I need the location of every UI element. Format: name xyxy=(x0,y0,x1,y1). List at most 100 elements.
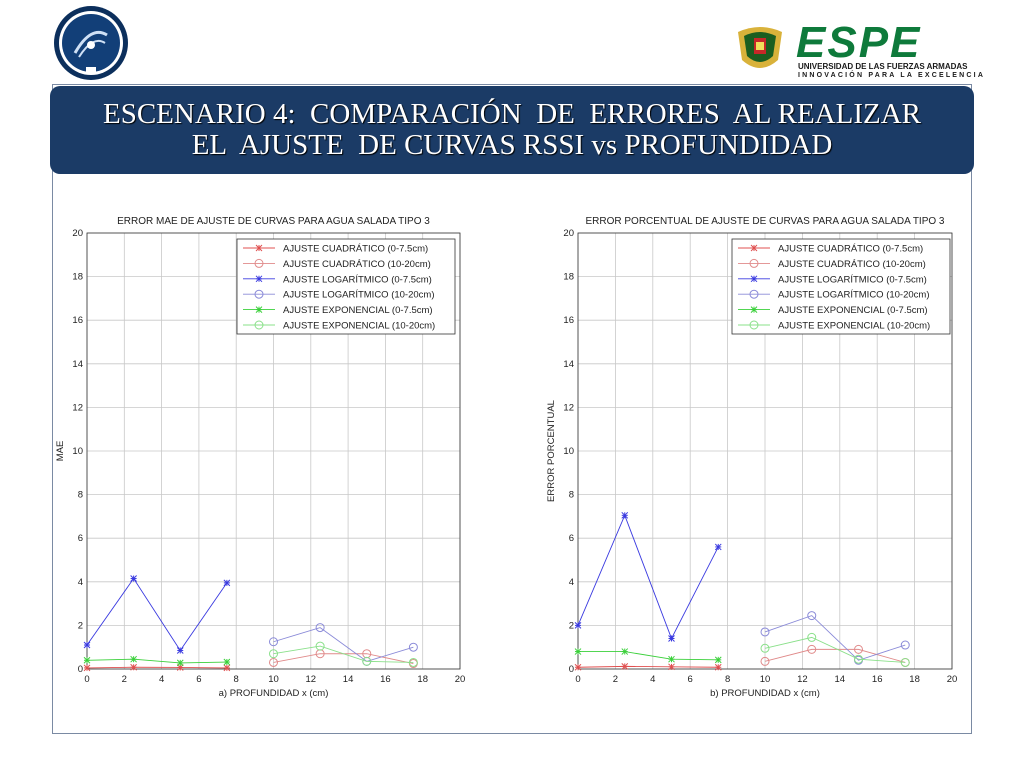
legend-label: AJUSTE CUADRÁTICO (10-20cm) xyxy=(283,259,431,270)
legend-label: AJUSTE EXPONENCIAL (10-20cm) xyxy=(283,321,435,332)
series-line xyxy=(578,651,719,661)
x-tick-label: 8 xyxy=(234,674,239,685)
data-point xyxy=(269,657,278,667)
data-point xyxy=(83,641,91,649)
telecom-seal-icon xyxy=(54,6,128,80)
y-tick-label: 0 xyxy=(78,664,83,675)
series-1 xyxy=(83,663,231,672)
series-5 xyxy=(83,655,231,667)
y-axis-label: ERROR PORCENTUAL xyxy=(546,400,557,502)
series-line xyxy=(273,645,414,663)
data-point xyxy=(315,623,325,633)
legend-label: AJUSTE CUADRÁTICO (0-7.5cm) xyxy=(283,244,428,255)
legend-label: AJUSTE CUADRÁTICO (0-7.5cm) xyxy=(778,244,923,255)
y-tick-label: 6 xyxy=(78,533,83,544)
y-tick-label: 2 xyxy=(569,620,574,631)
content-frame xyxy=(52,84,972,734)
x-tick-label: 8 xyxy=(725,674,730,685)
y-tick-label: 14 xyxy=(563,359,574,370)
data-point xyxy=(223,579,231,587)
page-title-line2: EL AJUSTE DE CURVAS RSSI vs PROFUNDIDAD xyxy=(191,129,833,161)
espe-crest-icon xyxy=(738,27,782,68)
data-point xyxy=(714,656,722,664)
y-tick-label: 8 xyxy=(78,490,83,501)
legend-label: AJUSTE EXPONENCIAL (0-7.5cm) xyxy=(778,305,928,316)
x-tick-label: 16 xyxy=(380,674,391,685)
data-point xyxy=(574,648,582,655)
data-point xyxy=(900,640,910,650)
legend: AJUSTE CUADRÁTICO (0-7.5cm) AJUSTE CUADRÁ… xyxy=(236,238,456,335)
series-line xyxy=(577,514,719,640)
y-tick-label: 12 xyxy=(563,402,574,413)
series-1 xyxy=(574,663,722,671)
series-6 xyxy=(760,632,910,667)
y-tick-label: 6 xyxy=(569,533,574,544)
data-point xyxy=(83,664,91,672)
y-axis-label: MAE xyxy=(55,441,66,462)
data-point xyxy=(130,575,137,582)
series-line xyxy=(86,666,227,669)
data-point xyxy=(854,644,863,654)
data-point xyxy=(621,663,629,670)
data-point xyxy=(668,635,675,642)
legend-label: AJUSTE CUADRÁTICO (10-20cm) xyxy=(778,259,926,270)
data-point xyxy=(408,642,418,652)
data-point xyxy=(668,663,675,671)
data-point xyxy=(900,657,910,667)
x-tick-label: 14 xyxy=(343,674,354,685)
data-point xyxy=(83,656,91,664)
legend-item: AJUSTE EXPONENCIAL (0-7.5cm) xyxy=(738,305,928,316)
title-banner: ESCENARIO 4: COMPARACIÓN DE ERRORES AL R… xyxy=(50,86,974,174)
chart-1: 0 2 4 6 8 10 12 14 16 18 20 0 2 4 6 8 10 12 14 16 18 20 ERROR … xyxy=(55,216,465,699)
legend-marker xyxy=(255,244,263,252)
legend-marker xyxy=(254,320,264,330)
data-point xyxy=(176,659,184,667)
data-point xyxy=(315,641,325,651)
y-tick-label: 20 xyxy=(563,228,574,239)
legend-label: AJUSTE LOGARÍTMICO (10-20cm) xyxy=(778,290,930,301)
data-point xyxy=(807,644,817,654)
legend-item: AJUSTE CUADRÁTICO (10-20cm) xyxy=(243,258,431,270)
data-point xyxy=(130,663,137,671)
y-tick-label: 0 xyxy=(569,664,574,675)
y-tick-label: 20 xyxy=(72,228,83,239)
legend-label: AJUSTE LOGARÍTMICO (0-7.5cm) xyxy=(283,274,432,285)
data-point xyxy=(668,655,675,663)
y-tick-label: 2 xyxy=(78,620,83,631)
chart-2: 0 2 4 6 8 10 12 14 16 18 20 0 2 4 6 8 10 12 14 16 18 20 ERROR … xyxy=(546,216,957,699)
y-tick-label: 14 xyxy=(72,359,83,370)
series-line xyxy=(86,577,228,652)
x-tick-label: 4 xyxy=(159,674,164,685)
x-tick-label: 20 xyxy=(947,674,958,685)
x-tick-label: 2 xyxy=(122,674,127,685)
data-point xyxy=(574,663,582,671)
data-point xyxy=(130,655,137,663)
page-title-line1: ESCENARIO 4: COMPARACIÓN DE ERRORES AL R… xyxy=(103,98,921,130)
legend-label: AJUSTE EXPONENCIAL (0-7.5cm) xyxy=(283,305,433,316)
plot-area-frame xyxy=(86,232,461,670)
data-point xyxy=(362,656,372,666)
legend-marker xyxy=(749,320,759,330)
legend-item: AJUSTE CUADRÁTICO (0-7.5cm) xyxy=(738,244,923,255)
legend-item: AJUSTE LOGARÍTMICO (10-20cm) xyxy=(243,289,435,301)
legend-marker xyxy=(255,306,263,313)
plot-area-frame xyxy=(577,232,953,670)
x-tick-label: 18 xyxy=(909,674,920,685)
legend-item: AJUSTE LOGARÍTMICO (0-7.5cm) xyxy=(738,274,927,285)
legend-item: AJUSTE LOGARÍTMICO (0-7.5cm) xyxy=(243,274,432,285)
y-tick-label: 8 xyxy=(569,490,574,501)
data-point xyxy=(621,648,629,655)
data-point xyxy=(714,543,722,551)
legend-marker xyxy=(749,289,759,299)
data-point xyxy=(807,632,817,642)
legend-box xyxy=(731,238,951,335)
legend-item: AJUSTE EXPONENCIAL (0-7.5cm) xyxy=(243,305,433,316)
x-tick-label: 6 xyxy=(688,674,693,685)
legend-label: AJUSTE LOGARÍTMICO (10-20cm) xyxy=(283,290,435,301)
data-point xyxy=(269,637,278,647)
series-3 xyxy=(83,575,231,654)
data-point xyxy=(269,649,278,659)
data-point xyxy=(223,658,231,666)
series-line xyxy=(764,648,906,663)
